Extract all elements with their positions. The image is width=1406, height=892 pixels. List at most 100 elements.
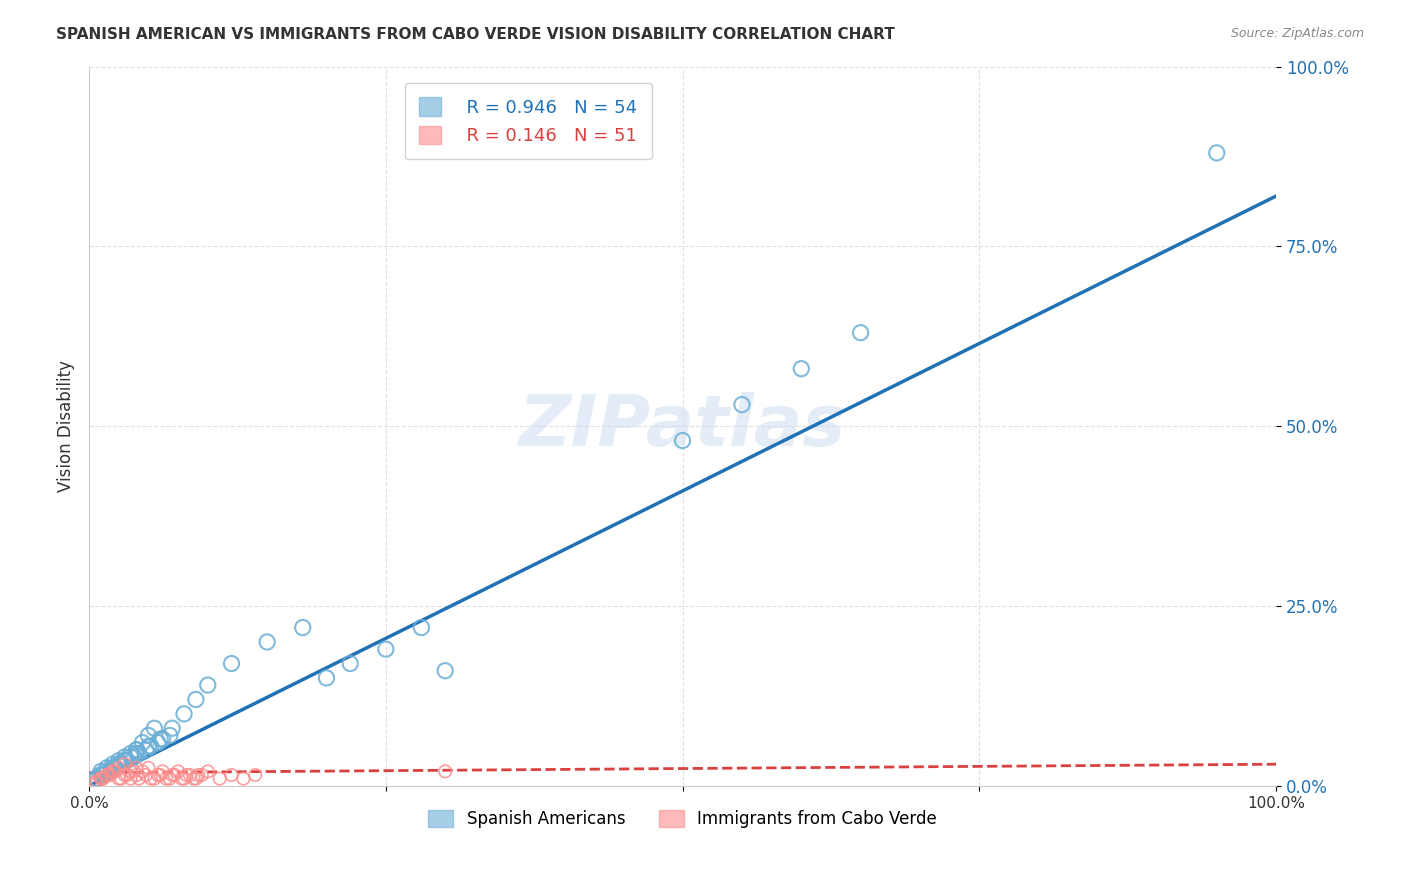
Point — [152, 732, 174, 747]
Point — [107, 761, 129, 775]
Point — [221, 657, 243, 671]
Point — [122, 750, 145, 764]
Point — [101, 764, 124, 779]
Point — [179, 768, 201, 782]
Point — [91, 768, 114, 782]
Point — [184, 772, 207, 786]
Point — [339, 657, 361, 671]
Point — [114, 768, 136, 782]
Point — [187, 768, 209, 782]
Point — [115, 754, 138, 768]
Point — [84, 775, 107, 789]
Point — [434, 764, 457, 779]
Point — [849, 326, 872, 340]
Point — [114, 750, 136, 764]
Point — [315, 671, 337, 685]
Point — [84, 772, 107, 786]
Point — [125, 747, 148, 761]
Point — [114, 757, 136, 772]
Point — [155, 772, 177, 786]
Point — [138, 728, 160, 742]
Text: ZIPatlas: ZIPatlas — [519, 392, 846, 460]
Point — [160, 721, 183, 735]
Point — [91, 772, 114, 786]
Point — [221, 768, 243, 782]
Point — [101, 761, 124, 775]
Point — [107, 754, 129, 768]
Point — [96, 768, 118, 782]
Point — [114, 754, 136, 768]
Point — [125, 743, 148, 757]
Point — [104, 761, 127, 775]
Point — [191, 768, 214, 782]
Point — [208, 772, 231, 786]
Point — [149, 768, 172, 782]
Point — [411, 621, 433, 635]
Point — [143, 721, 166, 735]
Point — [86, 772, 108, 786]
Point — [173, 706, 195, 721]
Point — [110, 772, 132, 786]
Point — [184, 692, 207, 706]
Point — [100, 764, 122, 779]
Point — [131, 736, 153, 750]
Point — [110, 757, 132, 772]
Point — [256, 635, 278, 649]
Point — [1205, 145, 1227, 160]
Point — [183, 772, 205, 786]
Point — [291, 621, 314, 635]
Point — [167, 764, 190, 779]
Point — [101, 764, 124, 779]
Point — [138, 739, 160, 754]
Point — [101, 761, 124, 775]
Text: SPANISH AMERICAN VS IMMIGRANTS FROM CABO VERDE VISION DISABILITY CORRELATION CHA: SPANISH AMERICAN VS IMMIGRANTS FROM CABO… — [56, 27, 896, 42]
Point — [135, 768, 157, 782]
Point — [90, 768, 112, 782]
Point — [152, 764, 174, 779]
Point — [173, 772, 195, 786]
Point — [731, 398, 754, 412]
Point — [84, 775, 107, 789]
Point — [159, 728, 181, 742]
Point — [374, 642, 396, 657]
Point — [434, 664, 457, 678]
Point — [149, 732, 172, 747]
Point — [197, 764, 219, 779]
Point — [790, 361, 813, 376]
Point — [131, 764, 153, 779]
Point — [160, 768, 183, 782]
Text: Source: ZipAtlas.com: Source: ZipAtlas.com — [1230, 27, 1364, 40]
Point — [232, 772, 254, 786]
Legend: Spanish Americans, Immigrants from Cabo Verde: Spanish Americans, Immigrants from Cabo … — [422, 804, 943, 835]
Point — [120, 772, 142, 786]
Y-axis label: Vision Disability: Vision Disability — [58, 360, 75, 492]
Point — [143, 772, 166, 786]
Point — [125, 768, 148, 782]
Point — [122, 764, 145, 779]
Point — [146, 768, 169, 782]
Point — [139, 772, 162, 786]
Point — [125, 761, 148, 775]
Point — [159, 772, 181, 786]
Point — [139, 739, 162, 754]
Point — [96, 764, 118, 779]
Point — [107, 772, 129, 786]
Point — [176, 768, 198, 782]
Point — [170, 772, 193, 786]
Point — [90, 772, 112, 786]
Point — [96, 768, 118, 782]
Point — [90, 764, 112, 779]
Point — [671, 434, 693, 448]
Point — [163, 768, 186, 782]
Point — [146, 736, 169, 750]
Point — [104, 764, 127, 779]
Point — [245, 768, 267, 782]
Point — [101, 757, 124, 772]
Point — [100, 768, 122, 782]
Point — [114, 754, 136, 768]
Point — [138, 761, 160, 775]
Point — [120, 764, 142, 779]
Point — [197, 678, 219, 692]
Point — [135, 743, 157, 757]
Point — [90, 768, 112, 782]
